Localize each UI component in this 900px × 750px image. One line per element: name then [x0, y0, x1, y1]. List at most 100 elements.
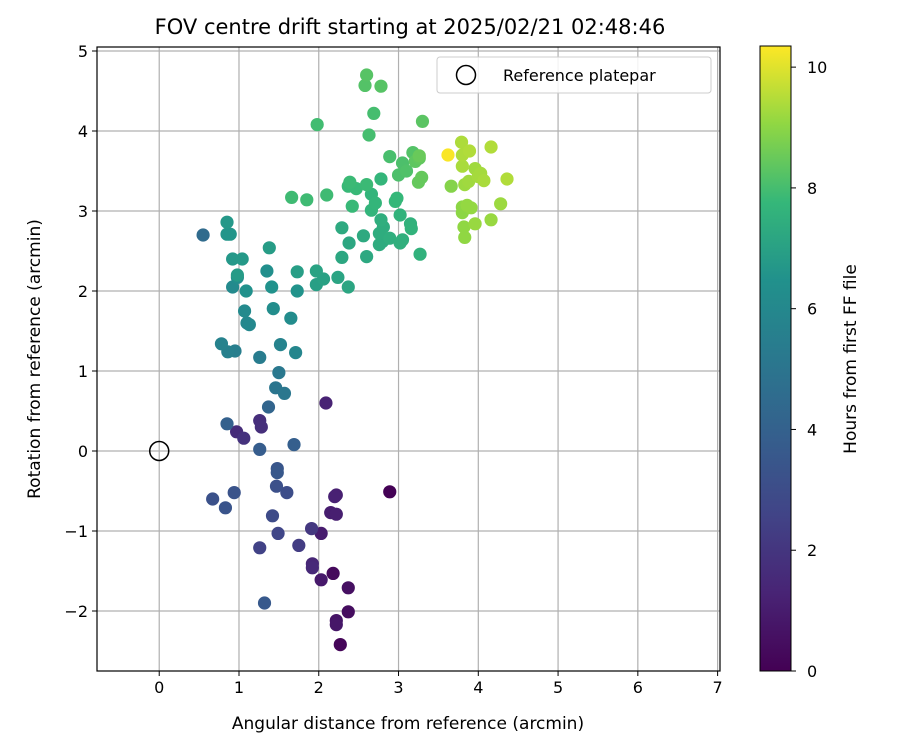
data-point-13 [319, 396, 333, 410]
data-point-123 [458, 230, 472, 244]
data-point-10 [329, 507, 343, 521]
colorbar-label: Hours from first FF file [841, 264, 861, 454]
data-point-103 [362, 128, 376, 142]
data-point-65 [290, 265, 304, 279]
y-tick-label-1: −1 [64, 522, 88, 541]
data-point-140 [500, 172, 514, 186]
data-point-134 [477, 174, 491, 188]
data-point-23 [271, 526, 285, 541]
data-point-112 [374, 79, 388, 93]
data-point-26 [269, 479, 284, 493]
legend-marker [455, 64, 477, 86]
data-point-46 [289, 346, 303, 360]
x-tick-label-0: 0 [154, 678, 164, 697]
data-point-28 [227, 486, 241, 500]
chart-title: FOV centre drift starting at 2025/02/21 … [155, 15, 666, 39]
y-tick-label-7: 5 [78, 42, 88, 61]
data-point-69 [331, 270, 345, 284]
data-point-45 [273, 338, 288, 352]
x-tick-label-2: 2 [314, 678, 324, 697]
data-point-68 [309, 264, 323, 278]
colorbar-tick-label-5: 10 [807, 58, 827, 77]
data-point-44 [214, 337, 229, 351]
y-tick-label-6: 4 [78, 122, 88, 141]
data-points [196, 68, 514, 652]
y-tick-label-5: 3 [78, 202, 88, 221]
y-tick-label-3: 1 [78, 362, 88, 381]
x-tick-label-3: 3 [393, 678, 403, 697]
x-ticks: 0 1 2 3 4 5 6 7 [154, 671, 723, 697]
colorbar-tick-label-4: 8 [807, 179, 817, 198]
x-tick-label-5: 5 [553, 678, 563, 697]
data-point-52 [266, 302, 280, 316]
data-point-128 [494, 197, 508, 211]
data-point-87 [393, 208, 407, 222]
data-point-1 [333, 638, 347, 652]
data-point-7 [314, 573, 328, 587]
data-point-51 [284, 311, 298, 325]
data-point-36 [261, 400, 276, 414]
data-point-40 [272, 366, 286, 380]
colorbar-tick-label-1: 2 [807, 541, 817, 560]
data-point-22 [253, 541, 267, 555]
data-point-49 [237, 304, 252, 318]
data-point-64 [262, 241, 276, 255]
data-point-75 [356, 229, 371, 243]
data-point-108 [399, 164, 414, 178]
data-point-25 [280, 486, 294, 500]
data-point-104 [367, 106, 381, 120]
data-point-125 [464, 201, 478, 215]
data-point-12 [328, 490, 342, 504]
data-point-20 [304, 522, 319, 536]
legend: Reference platepar [436, 56, 712, 94]
data-point-80 [374, 213, 388, 227]
colorbar-tick-label-2: 4 [807, 420, 817, 439]
data-point-19 [237, 431, 251, 445]
data-point-84 [413, 247, 427, 261]
data-point-31 [270, 466, 284, 480]
data-point-41 [253, 350, 267, 364]
data-point-37 [196, 228, 210, 242]
data-point-24 [265, 509, 280, 523]
data-point-101 [285, 190, 299, 204]
data-point-57 [290, 284, 304, 298]
x-tick-label-4: 4 [473, 678, 483, 697]
y-axis-label: Rotation from reference (arcmin) [25, 219, 45, 499]
data-point-100 [300, 193, 314, 207]
data-point-59 [223, 227, 237, 241]
colorbar-ticks: 0 2 4 6 8 10 [791, 58, 827, 681]
data-point-86 [404, 222, 418, 236]
data-point-6 [329, 618, 343, 632]
data-point-39 [277, 386, 292, 400]
data-point-32 [257, 596, 272, 610]
data-point-70 [341, 280, 355, 294]
data-point-63 [230, 268, 244, 282]
x-tick-label-1: 1 [234, 678, 244, 697]
data-point-15 [305, 561, 319, 575]
data-point-113 [415, 114, 430, 128]
data-point-83 [395, 233, 410, 247]
x-axis-label: Angular distance from reference (arcmin) [232, 714, 584, 734]
data-point-93 [390, 191, 404, 205]
data-point-0 [383, 485, 397, 499]
data-point-71 [335, 250, 349, 264]
y-tick-label-2: 0 [78, 442, 88, 461]
data-point-62 [235, 252, 249, 266]
legend-label: Reference platepar [503, 66, 656, 85]
data-point-48 [242, 318, 256, 332]
data-point-27 [206, 492, 220, 506]
data-point-94 [345, 199, 359, 213]
data-point-90 [368, 196, 382, 210]
data-point-141 [441, 148, 455, 162]
data-point-102 [310, 118, 324, 132]
data-point-18 [254, 420, 268, 434]
data-point-54 [260, 264, 274, 278]
data-point-55 [239, 284, 253, 298]
data-point-137 [454, 135, 469, 149]
legend-box [436, 56, 712, 94]
y-tick-label-0: −2 [64, 602, 88, 621]
data-point-118 [412, 149, 426, 163]
reference-platepar-marker [148, 440, 170, 462]
data-point-122 [457, 220, 471, 234]
